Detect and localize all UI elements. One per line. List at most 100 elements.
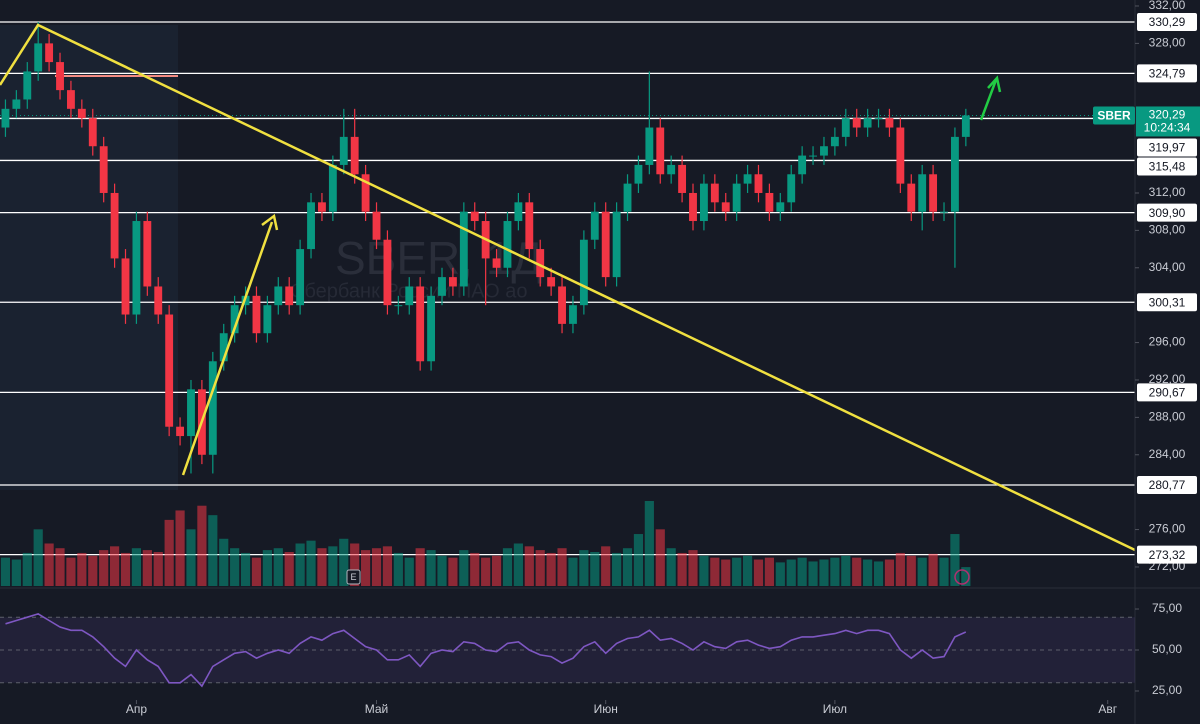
volume-layer (0, 501, 971, 586)
candle-body (448, 277, 457, 287)
candle-body (23, 71, 32, 100)
candle-body (1, 108, 10, 128)
candle-body (852, 118, 861, 128)
candle-body (361, 174, 370, 212)
volume-bar (404, 557, 414, 586)
volume-bar (240, 552, 251, 586)
level-label: 315,48 (1149, 160, 1186, 174)
candle-body (841, 118, 850, 137)
y-tick-label: 284,00 (1149, 447, 1186, 461)
volume-bar (66, 557, 76, 586)
x-tick-label: Июл (823, 702, 847, 716)
volume-bar (55, 548, 65, 586)
candle-body (699, 183, 708, 222)
candle-body (536, 249, 545, 278)
volume-bar (295, 543, 305, 586)
y-tick-label: 296,00 (1149, 335, 1186, 349)
volume-bar (88, 555, 98, 586)
candle-body (798, 155, 807, 175)
candle-body (678, 164, 687, 193)
volume-bar (797, 557, 807, 586)
volume-bar (939, 557, 949, 586)
candle-body (230, 305, 239, 334)
volume-bar (361, 550, 371, 586)
countdown: 10:24:34 (1144, 121, 1191, 135)
volume-bar (710, 557, 720, 586)
volume-bar (775, 562, 785, 586)
candle-body (721, 202, 730, 212)
level-label: 330,29 (1149, 15, 1186, 29)
candle-body (809, 155, 817, 157)
x-tick-label: Авг (1098, 702, 1117, 716)
level-box (1137, 157, 1197, 176)
axes: 332,00 328,00 312,00 308,00 304,00 296,00 292,… (126, 0, 1200, 716)
candle-body (885, 118, 894, 128)
candle-body (776, 202, 785, 212)
candle-body (514, 202, 523, 222)
volume-bar (742, 555, 753, 586)
volume-bar (251, 557, 262, 586)
volume-bar (393, 552, 403, 586)
candle-body (77, 108, 86, 119)
level-box (1137, 12, 1197, 31)
candle-body (874, 118, 883, 120)
candle-body (525, 202, 534, 250)
volume-bar (491, 555, 502, 586)
volume-bar (120, 552, 131, 586)
rsi-tick-label: 25,00 (1152, 683, 1182, 697)
candle-body (165, 314, 174, 427)
rsi-line (5, 613, 967, 688)
candle-body (208, 361, 217, 455)
event-box[interactable] (346, 569, 361, 585)
arrow-head (261, 213, 279, 231)
candle-body (252, 295, 261, 334)
volume-bar (317, 548, 327, 586)
volume-bar (164, 519, 174, 586)
volume-bar (644, 501, 654, 586)
volume-bar (819, 559, 829, 586)
level-label: 319,97 (1149, 141, 1186, 155)
candle-layer (1, 21, 970, 474)
level-box (1137, 383, 1197, 402)
candle-body (176, 426, 185, 437)
candle-body (612, 211, 621, 278)
volume-bar (688, 550, 698, 586)
candle-body (416, 286, 425, 362)
volume-bar (142, 550, 152, 586)
candle-body (950, 136, 959, 212)
candle-body (830, 136, 839, 147)
candle-body (863, 118, 872, 128)
volume-bar (153, 552, 163, 586)
level-label: 309,90 (1149, 206, 1186, 220)
volume-bar (371, 548, 382, 586)
event-icon[interactable] (954, 569, 970, 585)
candle-body (689, 192, 697, 222)
volume-bar (732, 557, 742, 586)
rsi-tick-label: 75,00 (1152, 601, 1182, 615)
volume-bar (415, 548, 425, 586)
volume-bar (928, 553, 938, 586)
candle-body (339, 136, 348, 165)
event-marker[interactable]: E (350, 572, 356, 582)
candle-body (470, 211, 479, 222)
volume-bar (557, 548, 567, 586)
candle-body (132, 221, 141, 315)
volume-bar (808, 561, 818, 586)
last-price-box (1136, 106, 1200, 137)
watermark: SBER, 1Д (335, 232, 543, 284)
candle-body (459, 211, 468, 287)
x-tick-label: Июн (594, 702, 618, 716)
volume-bar (33, 529, 43, 586)
volume-bar (22, 552, 32, 586)
candle-body (143, 221, 152, 287)
volume-bar (230, 548, 240, 586)
level-label: 273,32 (1149, 548, 1186, 562)
volume-bar (262, 550, 272, 586)
candle-body (590, 211, 599, 240)
volume-bar (306, 540, 316, 586)
volume-bar (677, 552, 687, 586)
candle-body (274, 286, 283, 306)
candle-body (820, 146, 828, 156)
